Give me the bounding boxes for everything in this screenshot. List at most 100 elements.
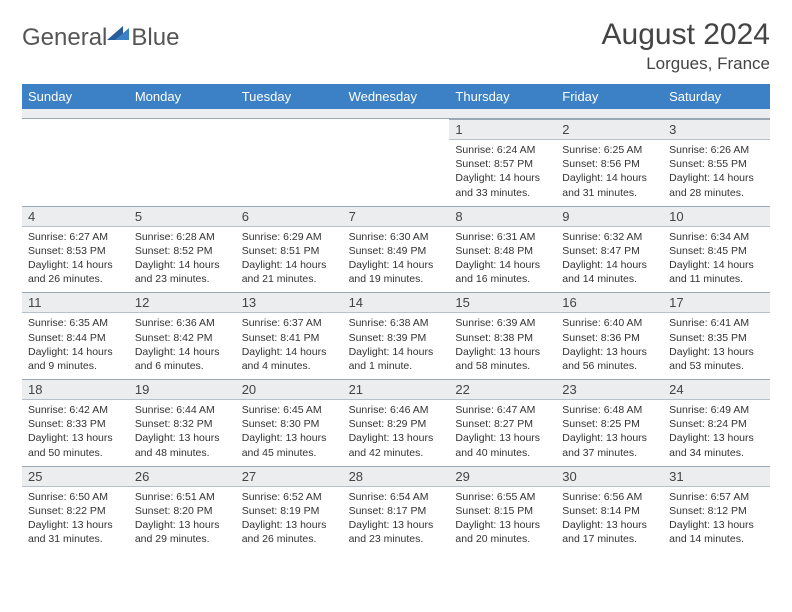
- day-number: 8: [449, 206, 556, 227]
- day-detail: Sunrise: 6:56 AMSunset: 8:14 PMDaylight:…: [556, 487, 663, 553]
- header-spacer: [22, 109, 770, 119]
- day-number: 24: [663, 379, 770, 400]
- day-cell: 18Sunrise: 6:42 AMSunset: 8:33 PMDayligh…: [22, 379, 129, 466]
- day-cell: [343, 119, 450, 206]
- day-number: 9: [556, 206, 663, 227]
- brand-word2: Blue: [131, 24, 179, 52]
- day-detail: Sunrise: 6:31 AMSunset: 8:48 PMDaylight:…: [449, 227, 556, 293]
- day-cell: 13Sunrise: 6:37 AMSunset: 8:41 PMDayligh…: [236, 292, 343, 379]
- day-cell: 8Sunrise: 6:31 AMSunset: 8:48 PMDaylight…: [449, 206, 556, 293]
- day-number: 1: [449, 119, 556, 140]
- day-detail: Sunrise: 6:57 AMSunset: 8:12 PMDaylight:…: [663, 487, 770, 553]
- day-detail: Sunrise: 6:25 AMSunset: 8:56 PMDaylight:…: [556, 140, 663, 206]
- day-cell: 5Sunrise: 6:28 AMSunset: 8:52 PMDaylight…: [129, 206, 236, 293]
- weekday-saturday: Saturday: [663, 84, 770, 109]
- day-detail: Sunrise: 6:35 AMSunset: 8:44 PMDaylight:…: [22, 313, 129, 379]
- day-detail: Sunrise: 6:40 AMSunset: 8:36 PMDaylight:…: [556, 313, 663, 379]
- day-detail: Sunrise: 6:55 AMSunset: 8:15 PMDaylight:…: [449, 487, 556, 553]
- day-cell: [236, 119, 343, 206]
- day-number: 28: [343, 466, 450, 487]
- day-detail: Sunrise: 6:39 AMSunset: 8:38 PMDaylight:…: [449, 313, 556, 379]
- day-number: 20: [236, 379, 343, 400]
- day-detail: Sunrise: 6:38 AMSunset: 8:39 PMDaylight:…: [343, 313, 450, 379]
- week-row: 11Sunrise: 6:35 AMSunset: 8:44 PMDayligh…: [22, 292, 770, 379]
- day-number: 23: [556, 379, 663, 400]
- day-cell: 14Sunrise: 6:38 AMSunset: 8:39 PMDayligh…: [343, 292, 450, 379]
- day-detail: Sunrise: 6:52 AMSunset: 8:19 PMDaylight:…: [236, 487, 343, 553]
- day-cell: 7Sunrise: 6:30 AMSunset: 8:49 PMDaylight…: [343, 206, 450, 293]
- day-cell: 10Sunrise: 6:34 AMSunset: 8:45 PMDayligh…: [663, 206, 770, 293]
- day-number: 13: [236, 292, 343, 313]
- day-detail: Sunrise: 6:26 AMSunset: 8:55 PMDaylight:…: [663, 140, 770, 206]
- day-detail: Sunrise: 6:41 AMSunset: 8:35 PMDaylight:…: [663, 313, 770, 379]
- location-label: Lorgues, France: [602, 54, 770, 74]
- day-detail: Sunrise: 6:42 AMSunset: 8:33 PMDaylight:…: [22, 400, 129, 466]
- day-number: 6: [236, 206, 343, 227]
- day-cell: 30Sunrise: 6:56 AMSunset: 8:14 PMDayligh…: [556, 466, 663, 553]
- day-detail: Sunrise: 6:48 AMSunset: 8:25 PMDaylight:…: [556, 400, 663, 466]
- weekday-monday: Monday: [129, 84, 236, 109]
- day-cell: 21Sunrise: 6:46 AMSunset: 8:29 PMDayligh…: [343, 379, 450, 466]
- day-cell: 26Sunrise: 6:51 AMSunset: 8:20 PMDayligh…: [129, 466, 236, 553]
- weekday-tuesday: Tuesday: [236, 84, 343, 109]
- day-number: 12: [129, 292, 236, 313]
- day-cell: 11Sunrise: 6:35 AMSunset: 8:44 PMDayligh…: [22, 292, 129, 379]
- header: General Blue August 2024 Lorgues, France: [22, 18, 770, 74]
- day-cell: 16Sunrise: 6:40 AMSunset: 8:36 PMDayligh…: [556, 292, 663, 379]
- day-detail: Sunrise: 6:44 AMSunset: 8:32 PMDaylight:…: [129, 400, 236, 466]
- weekday-thursday: Thursday: [449, 84, 556, 109]
- day-number: 19: [129, 379, 236, 400]
- week-row: 4Sunrise: 6:27 AMSunset: 8:53 PMDaylight…: [22, 206, 770, 293]
- calendar: SundayMondayTuesdayWednesdayThursdayFrid…: [22, 84, 770, 552]
- day-detail: Sunrise: 6:28 AMSunset: 8:52 PMDaylight:…: [129, 227, 236, 293]
- day-detail: Sunrise: 6:51 AMSunset: 8:20 PMDaylight:…: [129, 487, 236, 553]
- day-number: 3: [663, 119, 770, 140]
- day-cell: 2Sunrise: 6:25 AMSunset: 8:56 PMDaylight…: [556, 119, 663, 206]
- day-detail: Sunrise: 6:45 AMSunset: 8:30 PMDaylight:…: [236, 400, 343, 466]
- day-number: 17: [663, 292, 770, 313]
- day-cell: 25Sunrise: 6:50 AMSunset: 8:22 PMDayligh…: [22, 466, 129, 553]
- day-detail: Sunrise: 6:49 AMSunset: 8:24 PMDaylight:…: [663, 400, 770, 466]
- day-detail: Sunrise: 6:29 AMSunset: 8:51 PMDaylight:…: [236, 227, 343, 293]
- weekday-friday: Friday: [556, 84, 663, 109]
- day-cell: 28Sunrise: 6:54 AMSunset: 8:17 PMDayligh…: [343, 466, 450, 553]
- day-number: 11: [22, 292, 129, 313]
- day-cell: 15Sunrise: 6:39 AMSunset: 8:38 PMDayligh…: [449, 292, 556, 379]
- day-cell: 27Sunrise: 6:52 AMSunset: 8:19 PMDayligh…: [236, 466, 343, 553]
- day-number: 30: [556, 466, 663, 487]
- day-cell: 3Sunrise: 6:26 AMSunset: 8:55 PMDaylight…: [663, 119, 770, 206]
- day-number: 5: [129, 206, 236, 227]
- day-number: 25: [22, 466, 129, 487]
- day-cell: 6Sunrise: 6:29 AMSunset: 8:51 PMDaylight…: [236, 206, 343, 293]
- day-number: 18: [22, 379, 129, 400]
- day-number: 21: [343, 379, 450, 400]
- day-number: 16: [556, 292, 663, 313]
- day-number: 31: [663, 466, 770, 487]
- day-detail: Sunrise: 6:27 AMSunset: 8:53 PMDaylight:…: [22, 227, 129, 293]
- brand-logo: General Blue: [22, 18, 179, 52]
- day-cell: 22Sunrise: 6:47 AMSunset: 8:27 PMDayligh…: [449, 379, 556, 466]
- day-cell: 4Sunrise: 6:27 AMSunset: 8:53 PMDaylight…: [22, 206, 129, 293]
- day-cell: 31Sunrise: 6:57 AMSunset: 8:12 PMDayligh…: [663, 466, 770, 553]
- day-cell: [129, 119, 236, 206]
- day-cell: 17Sunrise: 6:41 AMSunset: 8:35 PMDayligh…: [663, 292, 770, 379]
- day-detail: Sunrise: 6:50 AMSunset: 8:22 PMDaylight:…: [22, 487, 129, 553]
- day-detail: Sunrise: 6:46 AMSunset: 8:29 PMDaylight:…: [343, 400, 450, 466]
- week-row: 25Sunrise: 6:50 AMSunset: 8:22 PMDayligh…: [22, 466, 770, 553]
- day-cell: 29Sunrise: 6:55 AMSunset: 8:15 PMDayligh…: [449, 466, 556, 553]
- day-detail: Sunrise: 6:36 AMSunset: 8:42 PMDaylight:…: [129, 313, 236, 379]
- day-number: 27: [236, 466, 343, 487]
- day-number: 10: [663, 206, 770, 227]
- day-cell: [22, 119, 129, 206]
- day-number: 14: [343, 292, 450, 313]
- day-cell: 23Sunrise: 6:48 AMSunset: 8:25 PMDayligh…: [556, 379, 663, 466]
- day-number: 15: [449, 292, 556, 313]
- day-detail: Sunrise: 6:34 AMSunset: 8:45 PMDaylight:…: [663, 227, 770, 293]
- day-number: 7: [343, 206, 450, 227]
- day-detail: Sunrise: 6:32 AMSunset: 8:47 PMDaylight:…: [556, 227, 663, 293]
- day-cell: 20Sunrise: 6:45 AMSunset: 8:30 PMDayligh…: [236, 379, 343, 466]
- day-detail: Sunrise: 6:54 AMSunset: 8:17 PMDaylight:…: [343, 487, 450, 553]
- day-number: 22: [449, 379, 556, 400]
- day-number: 26: [129, 466, 236, 487]
- day-cell: 9Sunrise: 6:32 AMSunset: 8:47 PMDaylight…: [556, 206, 663, 293]
